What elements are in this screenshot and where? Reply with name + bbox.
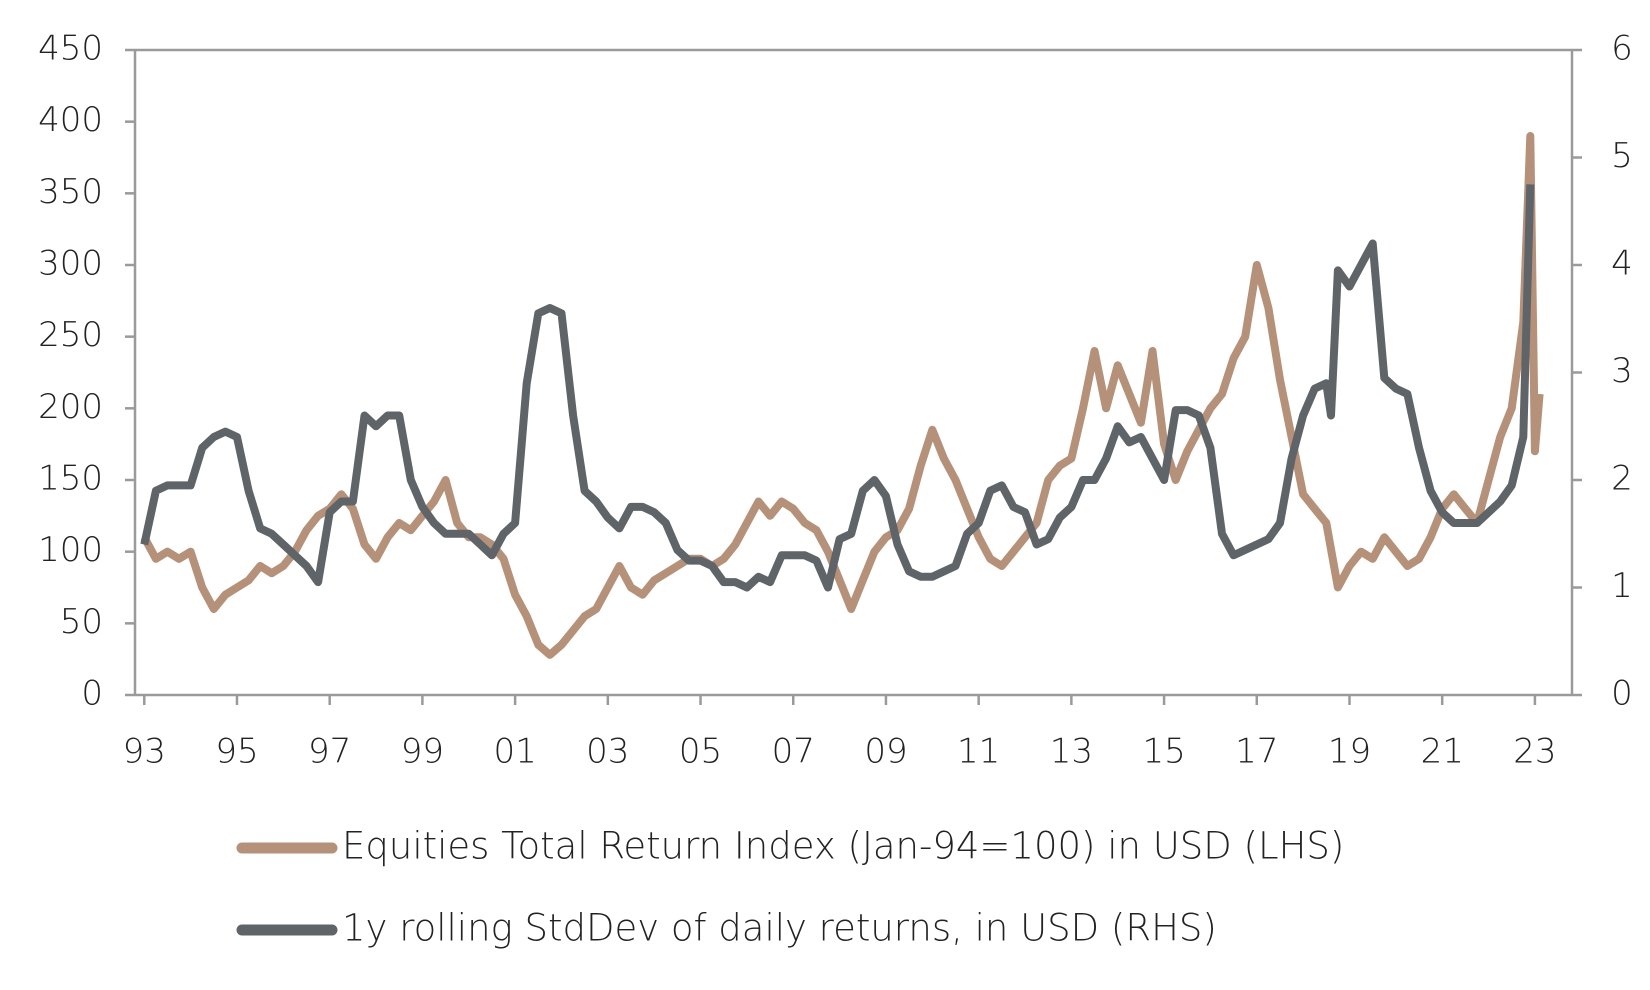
x-tick-label: 11 — [957, 732, 1000, 772]
x-tick-label: 13 — [1050, 732, 1093, 772]
x-tick-label: 01 — [493, 732, 536, 772]
y2-tick-label: 3 — [1611, 351, 1633, 391]
x-tick-label: 95 — [215, 732, 258, 772]
x-tick-label: 93 — [123, 732, 166, 772]
data-line — [140, 132, 1544, 659]
y2-tick-label: 6 — [1611, 29, 1633, 69]
y2-tick-label: 1 — [1611, 566, 1633, 606]
x-tick-label: 19 — [1328, 732, 1371, 772]
y-tick-label: 150 — [38, 459, 103, 499]
x-tick-label: 97 — [308, 732, 351, 772]
y2-tick-label: 4 — [1611, 244, 1633, 284]
y-tick-label: 400 — [38, 100, 103, 140]
y-tick-label: 350 — [38, 172, 103, 212]
y2-tick-label: 5 — [1611, 136, 1633, 176]
x-tick-label: 03 — [586, 732, 629, 772]
data-line — [140, 184, 1535, 592]
y-tick-label: 50 — [60, 602, 103, 642]
y2-tick-label: 2 — [1611, 459, 1633, 499]
x-tick-label: 05 — [679, 732, 722, 772]
x-tick-label: 23 — [1513, 732, 1556, 772]
y2-tick-label: 0 — [1611, 674, 1633, 714]
x-tick-label: 99 — [401, 732, 444, 772]
x-tick-label: 21 — [1421, 732, 1464, 772]
y-tick-label: 300 — [38, 244, 103, 284]
x-tick-label: 09 — [864, 732, 907, 772]
x-tick-label: 17 — [1235, 732, 1278, 772]
legend-label: Equities Total Return Index (Jan-94=100)… — [342, 825, 1344, 868]
y-tick-label: 250 — [38, 315, 103, 355]
x-tick-label: 07 — [772, 732, 815, 772]
y-tick-label: 450 — [38, 29, 103, 69]
y-tick-label: 0 — [81, 674, 103, 714]
x-tick-label: 15 — [1142, 732, 1185, 772]
legend-label: 1y rolling StdDev of daily returns, in U… — [342, 907, 1217, 950]
y-tick-label: 200 — [38, 387, 103, 427]
y-tick-label: 100 — [38, 530, 103, 570]
